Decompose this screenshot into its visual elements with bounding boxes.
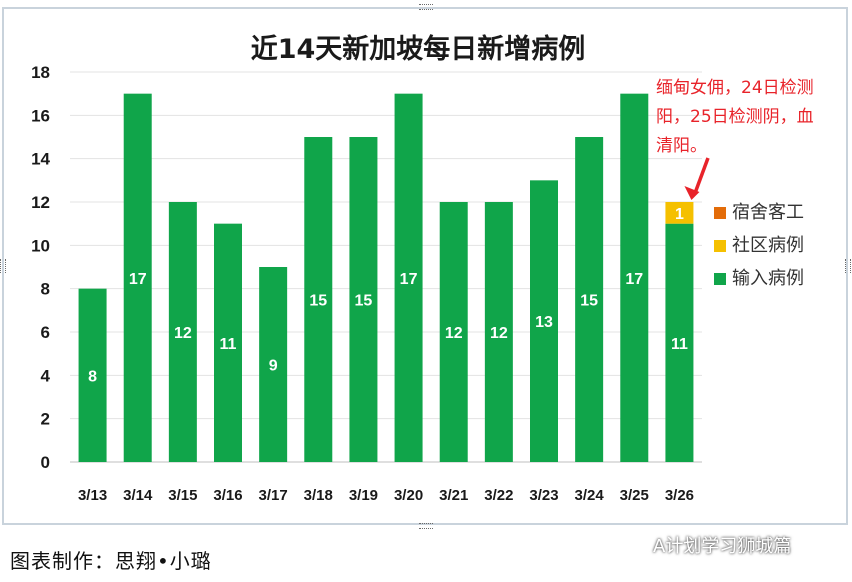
annotation-line: 阳，25日检测阴，血	[656, 107, 814, 127]
right-resize-handle[interactable]	[845, 259, 851, 273]
y-tick-label: 8	[41, 280, 50, 299]
annotation-line: 清阳。	[656, 136, 707, 156]
x-tick-label: 3/16	[213, 487, 242, 504]
watermark: A计划学习狮城篇	[624, 532, 792, 558]
chart-credit: 图表制作：思翔•小璐	[10, 549, 212, 573]
bar-3-14-s0	[123, 93, 152, 463]
y-tick-label: 0	[41, 453, 50, 472]
x-tick-label: 3/26	[665, 487, 694, 504]
data-label: 1	[675, 206, 684, 223]
data-label: 12	[445, 325, 463, 342]
annotation-arrow	[684, 157, 710, 200]
bar-3-15-s0	[168, 202, 197, 462]
data-label: 13	[535, 314, 553, 331]
x-tick-label: 3/20	[394, 487, 423, 504]
data-label: 15	[309, 293, 327, 310]
x-tick-label: 3/13	[78, 487, 107, 504]
chart-title: 近14天新加坡每日新增病例	[251, 33, 586, 65]
top-resize-handle[interactable]	[419, 4, 433, 10]
data-label: 17	[129, 271, 147, 288]
data-label: 12	[174, 325, 192, 342]
x-tick-label: 3/18	[304, 487, 333, 504]
bar-3-16-s0	[214, 223, 242, 462]
bar-3-26-s0	[665, 223, 694, 462]
gridlines	[70, 71, 702, 463]
x-tick-label: 3/25	[620, 487, 649, 504]
y-axis: 0 2 4 6 8 10 12 14 16 18	[31, 63, 50, 472]
bar-3-13-s0	[78, 288, 107, 462]
wechat-icon	[624, 536, 647, 554]
bar-3-19-s0	[349, 137, 378, 462]
legend-label: 社区病例	[732, 235, 804, 256]
bar-3-26-s1	[665, 202, 694, 224]
bar-3-17-s0	[259, 267, 288, 462]
y-tick-label: 6	[41, 323, 50, 342]
x-tick-label: 3/24	[575, 487, 605, 504]
x-tick-label: 3/21	[439, 487, 468, 504]
data-label: 11	[220, 336, 237, 353]
bar-3-22-s0	[484, 202, 513, 462]
legend-label: 输入病例	[732, 268, 804, 289]
data-label: 8	[88, 368, 97, 385]
x-tick-label: 3/23	[529, 487, 558, 504]
bar-3-20-s0	[394, 93, 423, 463]
data-label: 9	[269, 358, 278, 375]
x-tick-label: 3/22	[484, 487, 513, 504]
arrow-head	[684, 186, 700, 200]
x-axis: 3/13 3/14 3/15 3/16 3/17 3/18 3/19 3/20 3/21 3/22…	[78, 487, 694, 504]
y-tick-label: 2	[41, 410, 50, 429]
bar-3-25-s0	[620, 93, 649, 463]
legend-swatch	[714, 207, 726, 219]
x-tick-label: 3/17	[259, 487, 288, 504]
annotation-line: 缅甸女佣，24日检测	[656, 78, 814, 98]
legend-label: 宿舍客工	[732, 202, 804, 223]
y-tick-label: 16	[31, 106, 50, 125]
x-tick-label: 3/15	[168, 487, 197, 504]
left-resize-handle[interactable]	[0, 259, 6, 273]
y-tick-label: 12	[31, 193, 50, 212]
bar-3-18-s0	[304, 137, 333, 462]
data-label: 12	[490, 325, 508, 342]
bottom-resize-handle[interactable]	[419, 523, 433, 529]
bars	[78, 93, 694, 463]
watermark-text: A计划学习狮城篇	[653, 536, 792, 557]
data-label: 17	[625, 271, 643, 288]
x-tick-label: 3/14	[123, 487, 153, 504]
data-label: 15	[580, 293, 598, 310]
bar-3-21-s0	[439, 202, 468, 462]
bar-3-24-s0	[575, 137, 604, 462]
data-label: 11	[671, 336, 688, 353]
y-tick-label: 14	[31, 150, 50, 169]
data-label: 17	[400, 271, 418, 288]
bar-3-23-s0	[530, 180, 558, 463]
x-tick-label: 3/19	[349, 487, 378, 504]
y-tick-label: 4	[41, 366, 51, 385]
legend-swatch	[714, 273, 726, 285]
y-tick-label: 10	[31, 236, 50, 255]
arrow-shaft	[693, 157, 710, 193]
y-tick-label: 18	[31, 63, 50, 82]
legend-swatch	[714, 240, 726, 252]
data-label: 15	[355, 293, 373, 310]
